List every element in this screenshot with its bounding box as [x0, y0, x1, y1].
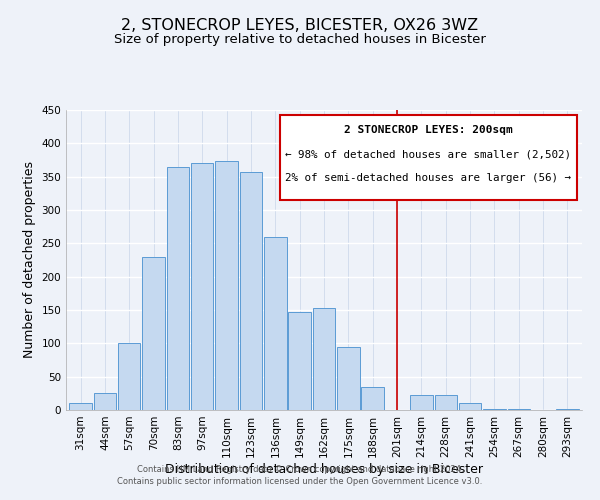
Bar	[240, 172, 262, 410]
Bar	[459, 402, 481, 410]
Text: 2 STONECROP LEYES: 200sqm: 2 STONECROP LEYES: 200sqm	[344, 125, 513, 135]
Bar	[483, 408, 506, 410]
Bar	[142, 256, 165, 410]
Text: ← 98% of detached houses are smaller (2,502): ← 98% of detached houses are smaller (2,…	[286, 149, 571, 159]
X-axis label: Distribution of detached houses by size in Bicester: Distribution of detached houses by size …	[165, 462, 483, 475]
Text: 2% of semi-detached houses are larger (56) →: 2% of semi-detached houses are larger (5…	[286, 173, 571, 183]
Bar	[118, 344, 140, 410]
Bar	[434, 396, 457, 410]
Bar	[289, 312, 311, 410]
Y-axis label: Number of detached properties: Number of detached properties	[23, 162, 36, 358]
Bar	[191, 164, 214, 410]
Text: Size of property relative to detached houses in Bicester: Size of property relative to detached ho…	[114, 32, 486, 46]
Bar	[337, 346, 359, 410]
Bar	[94, 394, 116, 410]
Bar	[264, 236, 287, 410]
Bar	[361, 386, 384, 410]
Bar	[215, 162, 238, 410]
Bar	[508, 408, 530, 410]
Text: Contains public sector information licensed under the Open Government Licence v3: Contains public sector information licen…	[118, 476, 482, 486]
Bar	[410, 396, 433, 410]
Bar	[556, 408, 578, 410]
Bar	[167, 166, 189, 410]
Text: 2, STONECROP LEYES, BICESTER, OX26 3WZ: 2, STONECROP LEYES, BICESTER, OX26 3WZ	[121, 18, 479, 32]
Text: Contains HM Land Registry data © Crown copyright and database right 2024.: Contains HM Land Registry data © Crown c…	[137, 466, 463, 474]
Bar	[70, 404, 92, 410]
FancyBboxPatch shape	[280, 114, 577, 200]
Bar	[313, 308, 335, 410]
